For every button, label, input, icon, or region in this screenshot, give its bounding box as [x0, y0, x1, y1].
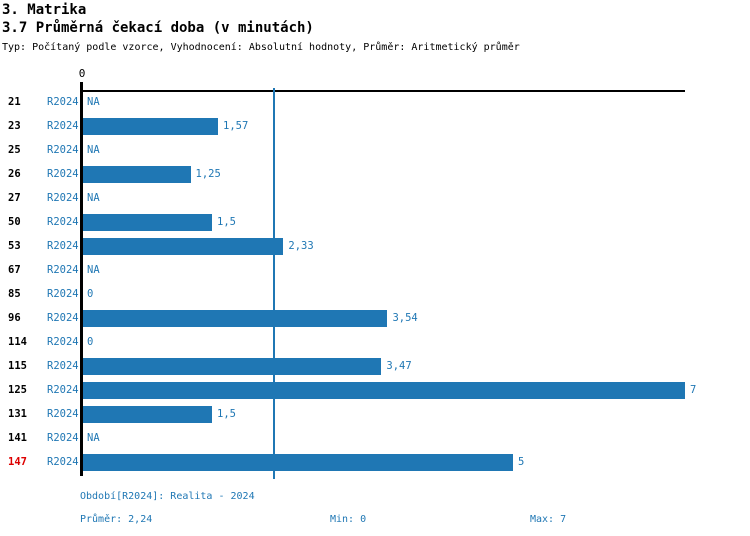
stat-average: Průměr: 2,24 — [80, 514, 153, 525]
chart-row: 125 R2024 7 — [0, 378, 750, 402]
value-bar — [83, 309, 388, 327]
chart-row: 141 R2024 NA — [0, 426, 750, 450]
row-id-label: 27 — [8, 192, 21, 204]
row-value-label: 1,57 — [223, 120, 249, 132]
row-id-label: 147 — [8, 456, 27, 468]
x-axis-line — [80, 90, 685, 92]
row-id-label: 50 — [8, 216, 21, 228]
row-value-label: 1,5 — [217, 408, 236, 420]
row-series-label: R2024 — [47, 336, 79, 348]
chart-row: 27 R2024 NA — [0, 186, 750, 210]
chart-title: 3.7 Průměrná čekací doba (v minutách) — [2, 20, 314, 36]
row-value-label: NA — [87, 96, 100, 108]
period-legend: Období[R2024]: Realita - 2024 — [80, 491, 255, 502]
row-value-label: NA — [87, 192, 100, 204]
row-series-label: R2024 — [47, 288, 79, 300]
row-id-label: 23 — [8, 120, 21, 132]
row-id-label: 131 — [8, 408, 27, 420]
row-value-label: 1,5 — [217, 216, 236, 228]
report-section-title: 3. Matrika — [2, 2, 87, 18]
axis-zero-tick-label: 0 — [78, 67, 86, 80]
row-id-label: 53 — [8, 240, 21, 252]
row-id-label: 85 — [8, 288, 21, 300]
value-bar — [83, 237, 284, 255]
row-id-label: 114 — [8, 336, 27, 348]
row-value-label: 3,47 — [386, 360, 412, 372]
row-value-label: 0 — [87, 336, 94, 348]
row-id-label: 25 — [8, 144, 21, 156]
row-id-label: 26 — [8, 168, 21, 180]
row-value-label: NA — [87, 264, 100, 276]
chart-row: 85 R2024 0 — [0, 282, 750, 306]
row-series-label: R2024 — [47, 312, 79, 324]
row-series-label: R2024 — [47, 456, 79, 468]
chart-subtitle: Typ: Počítaný podle vzorce, Vyhodnocení:… — [2, 42, 520, 53]
value-bar — [83, 213, 212, 231]
chart-row: 21 R2024 NA — [0, 90, 750, 114]
row-series-label: R2024 — [47, 240, 79, 252]
stat-min: Min: 0 — [330, 514, 367, 525]
chart-row: 147 R2024 5 — [0, 450, 750, 474]
chart-row: 96 R2024 3,54 — [0, 306, 750, 330]
row-series-label: R2024 — [47, 432, 79, 444]
value-bar — [83, 165, 191, 183]
value-bar — [83, 357, 382, 375]
chart-row: 50 R2024 1,5 — [0, 210, 750, 234]
row-id-label: 96 — [8, 312, 21, 324]
row-id-label: 115 — [8, 360, 27, 372]
value-bar — [83, 117, 219, 135]
row-series-label: R2024 — [47, 168, 79, 180]
chart-row: 67 R2024 NA — [0, 258, 750, 282]
row-value-label: NA — [87, 432, 100, 444]
row-value-label: 5 — [518, 456, 525, 468]
mean-reference-line — [273, 88, 275, 479]
row-series-label: R2024 — [47, 360, 79, 372]
row-value-label: 2,33 — [288, 240, 314, 252]
value-bar — [83, 453, 513, 471]
row-series-label: R2024 — [47, 216, 79, 228]
row-series-label: R2024 — [47, 264, 79, 276]
row-series-label: R2024 — [47, 96, 79, 108]
row-id-label: 125 — [8, 384, 27, 396]
stat-max: Max: 7 — [530, 514, 567, 525]
row-id-label: 67 — [8, 264, 21, 276]
chart-row: 131 R2024 1,5 — [0, 402, 750, 426]
row-id-label: 21 — [8, 96, 21, 108]
value-bar — [83, 381, 685, 399]
value-bar — [83, 405, 212, 423]
row-value-label: NA — [87, 144, 100, 156]
chart-row: 26 R2024 1,25 — [0, 162, 750, 186]
chart-row: 115 R2024 3,47 — [0, 354, 750, 378]
chart-row: 53 R2024 2,33 — [0, 234, 750, 258]
row-value-label: 1,25 — [195, 168, 221, 180]
row-id-label: 141 — [8, 432, 27, 444]
chart-row: 23 R2024 1,57 — [0, 114, 750, 138]
row-value-label: 7 — [690, 384, 697, 396]
chart-row: 25 R2024 NA — [0, 138, 750, 162]
chart-rows: 21 R2024 NA 23 R2024 1,57 25 R2024 NA 26 R2024 1,25… — [0, 90, 750, 474]
row-series-label: R2024 — [47, 384, 79, 396]
y-axis-line — [80, 82, 83, 476]
row-value-label: 0 — [87, 288, 94, 300]
row-series-label: R2024 — [47, 192, 79, 204]
row-value-label: 3,54 — [392, 312, 418, 324]
row-series-label: R2024 — [47, 120, 79, 132]
row-series-label: R2024 — [47, 144, 79, 156]
row-series-label: R2024 — [47, 408, 79, 420]
bar-chart: 0 21 R2024 NA 23 R2024 1,57 25 R2024 NA 26 R2024 1,… — [0, 66, 750, 486]
chart-row: 114 R2024 0 — [0, 330, 750, 354]
